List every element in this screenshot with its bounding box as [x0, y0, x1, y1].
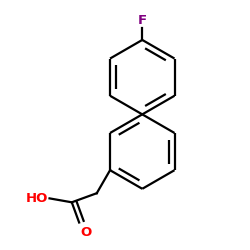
Text: F: F — [138, 14, 147, 27]
Text: HO: HO — [26, 192, 48, 205]
Text: O: O — [81, 226, 92, 239]
